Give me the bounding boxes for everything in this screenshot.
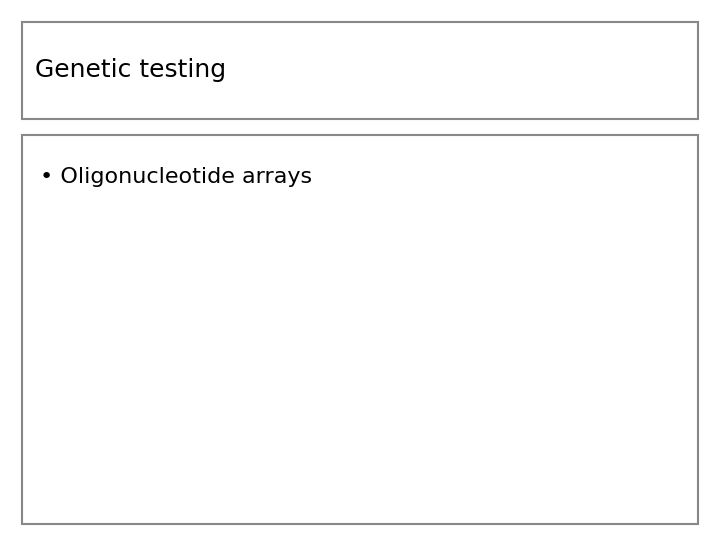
Text: Genetic testing: Genetic testing [35,58,225,82]
FancyBboxPatch shape [22,22,698,119]
FancyBboxPatch shape [22,135,698,524]
Text: • Oligonucleotide arrays: • Oligonucleotide arrays [40,167,312,187]
